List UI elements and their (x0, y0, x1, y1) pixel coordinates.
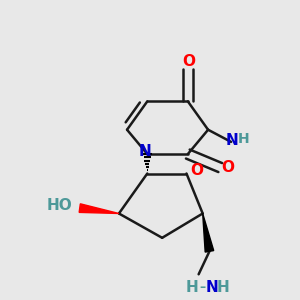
Text: O: O (190, 163, 203, 178)
Text: N: N (206, 280, 218, 295)
Text: –: – (200, 281, 206, 294)
Text: O: O (221, 160, 234, 175)
Text: O: O (182, 54, 195, 69)
Text: H: H (185, 280, 198, 295)
Text: HO: HO (46, 198, 72, 213)
Polygon shape (203, 214, 214, 252)
Text: H: H (217, 280, 229, 295)
Text: N: N (138, 144, 151, 159)
Polygon shape (79, 204, 119, 214)
Text: N: N (226, 133, 239, 148)
Text: H: H (237, 132, 249, 146)
